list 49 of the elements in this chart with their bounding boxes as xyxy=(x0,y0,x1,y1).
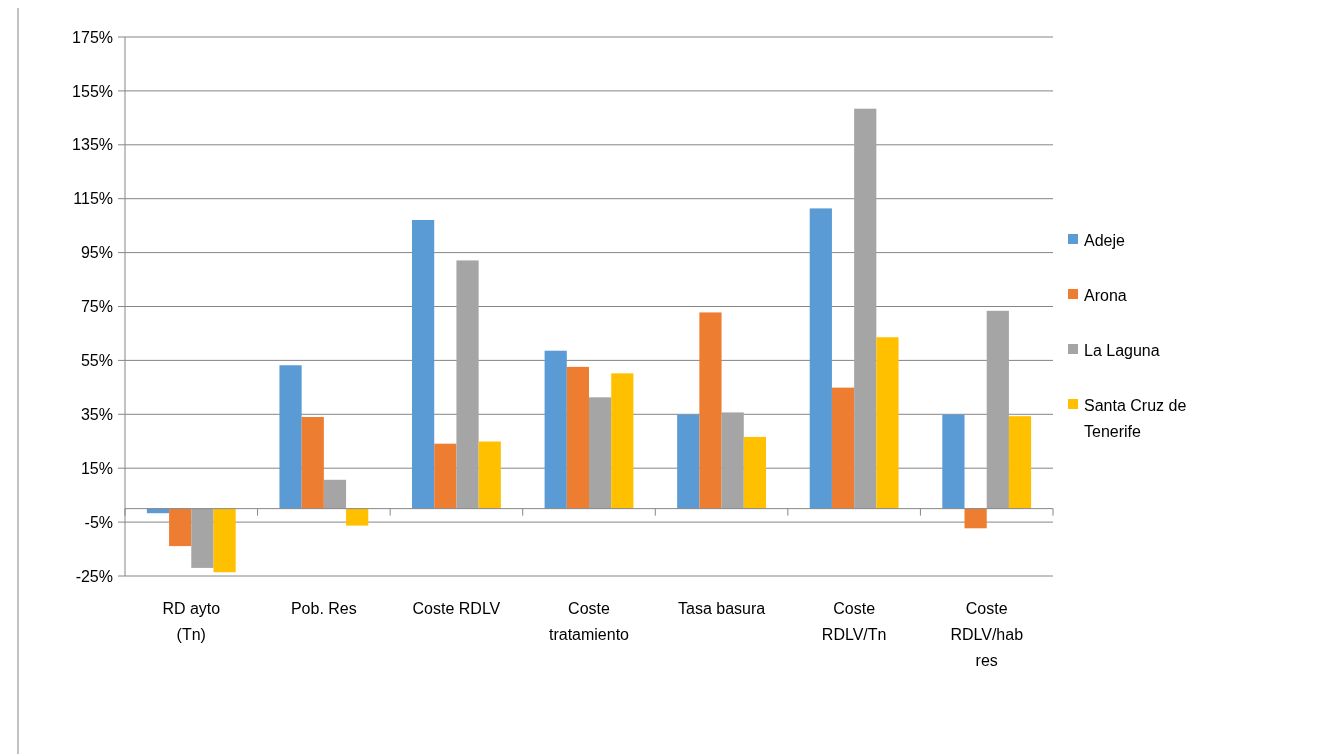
y-tick-label: 35% xyxy=(80,405,113,423)
y-tick-label: 135% xyxy=(72,136,113,154)
x-tick-label: Coste RDLV xyxy=(412,600,501,617)
bar xyxy=(434,443,457,509)
y-tick-label: 15% xyxy=(80,459,113,477)
bar xyxy=(986,310,1009,509)
bar xyxy=(169,508,192,547)
bar xyxy=(191,508,214,568)
y-tick-label: 115% xyxy=(73,190,113,208)
bar xyxy=(854,108,877,509)
y-tick-label: 75% xyxy=(80,298,113,316)
legend-label: La Laguna xyxy=(1084,341,1160,359)
bar xyxy=(876,337,899,509)
bar xyxy=(301,417,324,509)
bar xyxy=(478,441,501,509)
y-tick-label: 95% xyxy=(80,244,113,262)
y-tick-label: -25% xyxy=(75,567,113,585)
bar xyxy=(456,260,479,509)
legend-label: Santa Cruz de Tenerife xyxy=(1084,396,1187,440)
bar xyxy=(279,365,302,509)
x-tick-label: Pob. Res xyxy=(290,600,357,617)
x-tick-label: Coste RDLV/Tn xyxy=(821,600,887,643)
x-tick-label: Coste tratamiento xyxy=(548,600,630,643)
legend-label: Arona xyxy=(1084,286,1127,304)
bar xyxy=(566,366,589,509)
bar xyxy=(831,387,855,509)
bar xyxy=(611,373,634,509)
legend-label: Adeje xyxy=(1084,231,1126,249)
bar xyxy=(809,208,832,509)
bar xyxy=(412,219,435,509)
y-tick-label: 175% xyxy=(72,28,113,46)
x-tick-label: Coste RDLV/hab res xyxy=(950,600,1024,669)
bar xyxy=(743,436,766,509)
y-tick-label: 155% xyxy=(72,82,113,100)
bar xyxy=(323,479,347,509)
bar xyxy=(1008,416,1032,509)
bar xyxy=(942,414,965,509)
bar xyxy=(213,508,236,573)
y-tick-label: 55% xyxy=(80,352,113,369)
bar xyxy=(699,312,722,509)
bar xyxy=(677,414,700,509)
x-tick-label: Tasa basura xyxy=(677,600,766,617)
bar xyxy=(544,350,567,509)
bar xyxy=(964,508,987,529)
x-tick-label: RD ayto (Tn) xyxy=(162,600,221,643)
bar xyxy=(346,508,369,526)
bar xyxy=(589,397,612,509)
y-tick-label: -5% xyxy=(84,513,113,531)
bar xyxy=(721,412,744,509)
